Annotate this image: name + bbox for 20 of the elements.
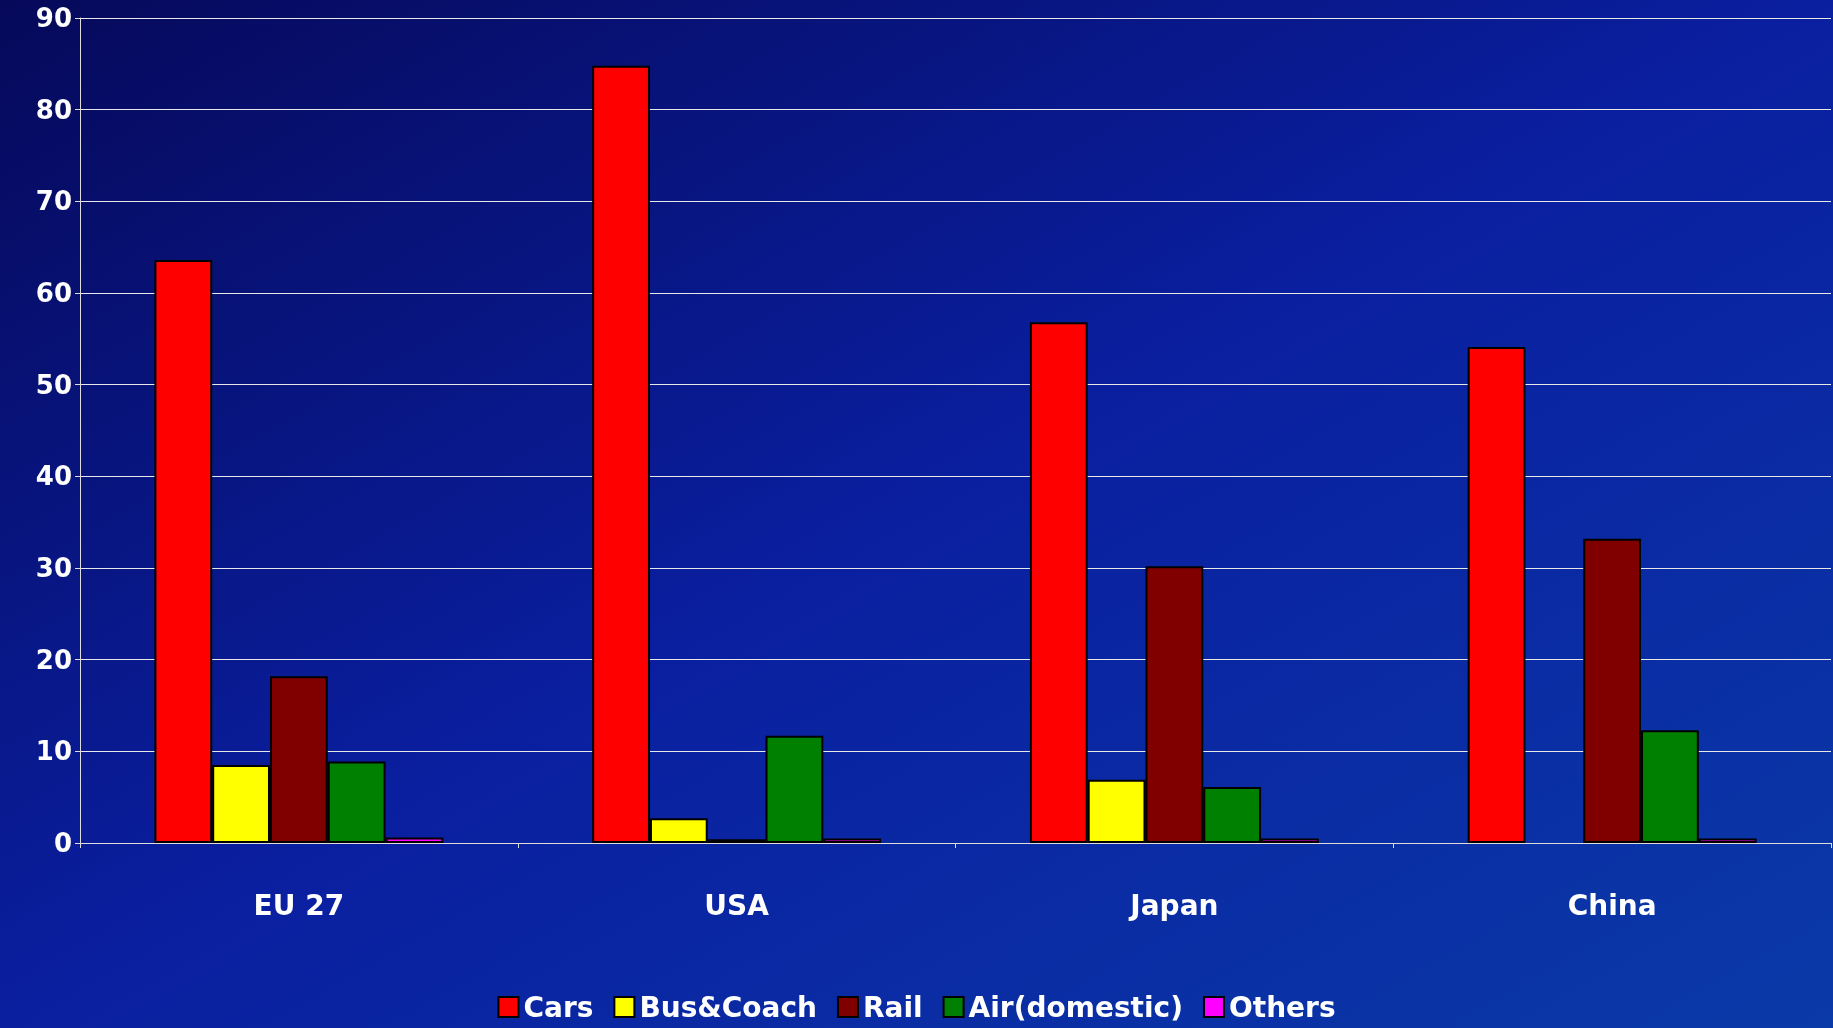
bar <box>1467 347 1526 843</box>
y-tick-label: 50 <box>35 369 72 400</box>
x-tick-label: Japan <box>1128 888 1219 922</box>
y-tick-label: 10 <box>35 736 72 767</box>
y-tick-label: 20 <box>35 644 72 675</box>
legend-label: Bus&Coach <box>639 990 817 1024</box>
y-tick-label: 80 <box>35 94 72 125</box>
x-tick-label: China <box>1567 888 1657 922</box>
legend-label: Cars <box>523 990 594 1024</box>
legend-label: Rail <box>862 990 923 1024</box>
y-tick-label: 70 <box>35 186 72 217</box>
y-tick-label: 30 <box>35 553 72 583</box>
legend-label: Others <box>1228 990 1336 1024</box>
legend-label: Air(domestic) <box>968 990 1183 1024</box>
y-tick-label: 40 <box>35 461 72 492</box>
y-tick-label: 60 <box>35 278 72 308</box>
y-tick-label: 0 <box>53 828 72 858</box>
x-tick-label: EU 27 <box>253 888 345 922</box>
x-tick-label: USA <box>704 888 770 922</box>
y-tick-label: 90 <box>35 3 72 33</box>
